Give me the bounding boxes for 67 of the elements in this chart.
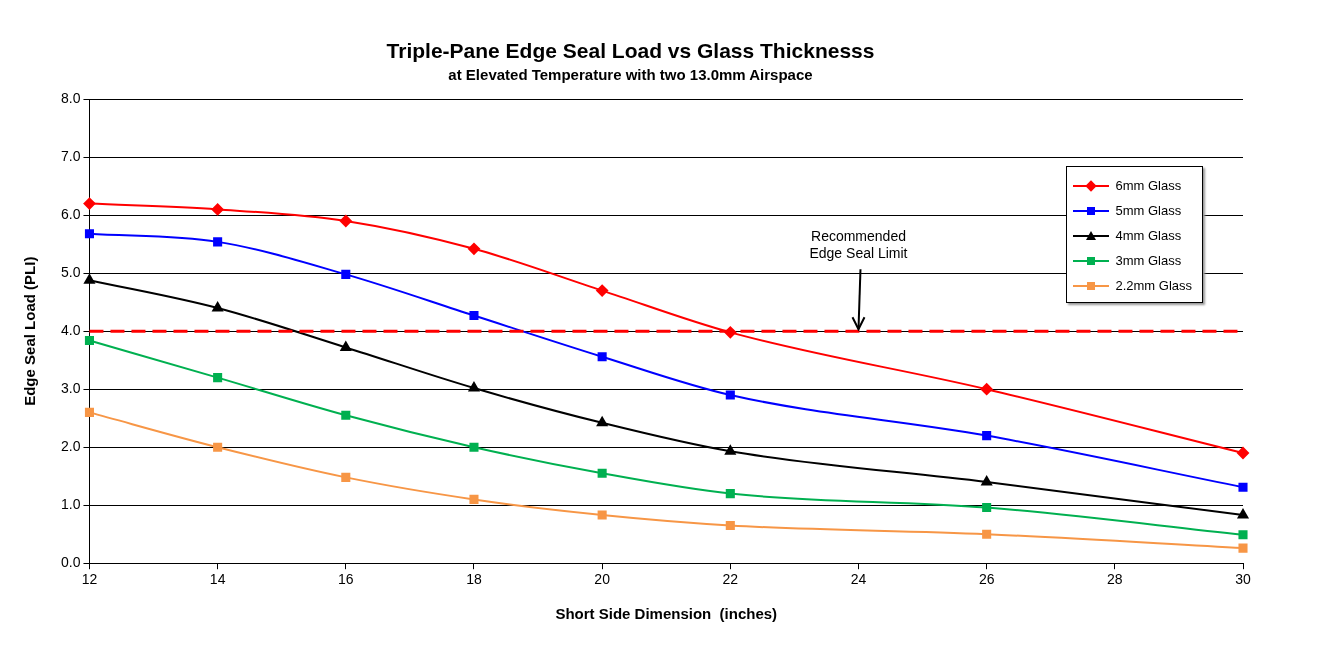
x-tick-label: 28 [1107, 571, 1123, 588]
point [725, 390, 735, 400]
y-tick-label: 3.0 [60, 380, 81, 397]
x-tick-label: 22 [722, 571, 739, 588]
point [341, 472, 351, 482]
legend-label: 3mm Glass [1115, 253, 1182, 268]
legend-label: 6mm Glass [1115, 178, 1182, 193]
legend-label: 2.2mm Glass [1115, 278, 1192, 293]
point [340, 341, 352, 351]
legend-label: 4mm Glass [1115, 228, 1182, 243]
x-tick-label: 26 [978, 571, 995, 588]
point [725, 489, 735, 499]
point [597, 352, 607, 362]
y-tick-label: 6.0 [60, 206, 81, 223]
y-tick-label: 8.0 [60, 90, 81, 107]
point [725, 520, 735, 531]
point [468, 382, 480, 392]
point [341, 269, 351, 279]
point [980, 383, 993, 396]
point [1238, 543, 1248, 553]
point [211, 203, 224, 216]
point [341, 410, 351, 420]
x-tick-label: 12 [81, 571, 98, 588]
point [339, 215, 352, 227]
point [83, 197, 96, 210]
chart-title: Triple-Pane Edge Seal Load vs Glass Thicknesss [386, 39, 875, 63]
point [469, 442, 479, 452]
point [467, 242, 480, 255]
y-tick-label: 0.0 [60, 554, 81, 571]
point [1237, 509, 1249, 519]
point [596, 416, 608, 427]
x-tick-label: 18 [466, 571, 482, 588]
point [1238, 530, 1248, 540]
chart-subtitle: at Elevated Temperature with two 13.0mm Airspace [448, 66, 813, 84]
point [597, 468, 607, 478]
point [213, 237, 223, 247]
point [213, 442, 223, 452]
point [1237, 447, 1249, 459]
x-tick-label: 20 [594, 571, 611, 588]
point [982, 529, 992, 539]
point [469, 311, 479, 321]
point [596, 284, 609, 297]
point [469, 494, 479, 504]
y-tick-label: 5.0 [60, 264, 81, 281]
y-tick-label: 2.0 [60, 438, 81, 455]
x-tick-label: 16 [338, 571, 354, 588]
y-axis-title: Edge Seal Load (PLI) [21, 256, 39, 406]
point [982, 431, 992, 441]
point [724, 445, 736, 455]
y-tick-label: 4.0 [60, 322, 81, 339]
x-tick-label: 24 [850, 571, 867, 588]
point [84, 335, 94, 346]
point [213, 373, 223, 383]
annotation: Recommended Edge Seal Limit [809, 228, 908, 262]
x-tick-label: 30 [1235, 571, 1251, 588]
point [597, 510, 607, 520]
point [84, 407, 94, 417]
y-tick-label: 1.0 [60, 496, 81, 513]
point [982, 502, 992, 513]
point [84, 229, 94, 239]
x-tick-label: 14 [209, 571, 226, 588]
x-axis-title: Short Side Dimension (inches) [555, 605, 778, 623]
legend-label: 5mm Glass [1115, 203, 1182, 218]
point [981, 476, 992, 486]
point [1238, 482, 1248, 492]
point [212, 302, 223, 312]
y-tick-label: 7.0 [60, 148, 81, 165]
